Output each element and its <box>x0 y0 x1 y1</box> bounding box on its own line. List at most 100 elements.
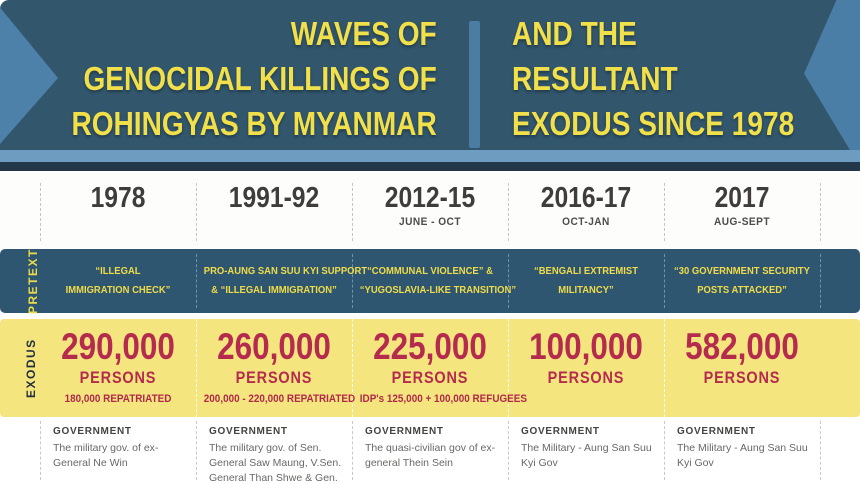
title-line: GENOCIDAL KILLINGS OF <box>83 60 437 97</box>
government-text: The Military - Aung San Suu Kyi Gov <box>521 442 652 469</box>
title-line: AND THE <box>512 15 637 52</box>
pretext-text: “YUGOSLAVIA-LIKE TRANSITION” <box>359 284 517 296</box>
pretext-cell: “COMMUNAL VIOLENCE” & “YUGOSLAVIA-LIKE T… <box>352 249 517 313</box>
pretext-cell: “ILLEGAL IMMIGRATION CHECK” <box>40 249 196 313</box>
government-heading: GOVERNMENT <box>677 426 756 437</box>
year-cell: 2016-17 OCT-JAN <box>508 171 664 249</box>
column-divider <box>664 319 665 417</box>
column-divider <box>664 421 665 480</box>
government-text: The military gov. of ex-General Ne Win <box>53 442 159 469</box>
title-line: WAVES OF <box>291 15 437 52</box>
column-divider <box>352 183 353 241</box>
column-divider <box>820 421 821 480</box>
pretext-text: “ILLEGAL <box>95 265 141 277</box>
exodus-note: IDP's 125,000 + 100,000 REFUGEES <box>359 393 527 405</box>
exodus-row: EXODUS 290,000 PERSONS 180,000 REPATRIAT… <box>0 319 860 417</box>
banner-edge-dark <box>0 162 860 171</box>
exodus-unit: PERSONS <box>391 368 469 387</box>
pretext-row: PRETEXT “ILLEGAL IMMIGRATION CHECK” PRO-… <box>0 248 860 314</box>
pretext-cell: “BENGALI EXTREMIST MILITANCY” <box>508 249 664 313</box>
exodus-number: 260,000 <box>217 326 331 367</box>
exodus-row-label: EXODUS <box>24 338 38 398</box>
year-label: 1991-92 <box>228 182 320 214</box>
title-divider-bar <box>469 21 480 148</box>
title-line: EXODUS SINCE 1978 <box>512 105 795 142</box>
column-divider <box>352 421 353 480</box>
government-heading: GOVERNMENT <box>53 426 132 437</box>
exodus-cell: 260,000 PERSONS 200,000 - 220,000 REPATR… <box>196 319 356 417</box>
year-cell: 1991-92 <box>196 171 352 249</box>
exodus-cell: 225,000 PERSONS IDP's 125,000 + 100,000 … <box>352 319 527 417</box>
column-divider <box>40 183 41 241</box>
year-period: OCT-JAN <box>562 216 610 228</box>
pretext-row-label: PRETEXT <box>26 248 40 314</box>
title-line: RESULTANT <box>512 60 678 97</box>
year-cell: 2017 AUG-SEPT <box>664 171 820 249</box>
year-label: 2012-15 <box>384 182 476 214</box>
year-period: AUG-SEPT <box>714 216 770 228</box>
column-divider <box>196 254 197 308</box>
government-row: GOVERNMENT The military gov. of ex-Gener… <box>0 417 860 484</box>
column-divider <box>664 254 665 308</box>
column-divider <box>664 183 665 241</box>
column-divider <box>352 254 353 308</box>
title-right: AND THE RESULTANT EXODUS SINCE 1978 <box>512 11 844 146</box>
exodus-note: 200,000 - 220,000 REPATRIATED <box>203 393 356 405</box>
exodus-number: 225,000 <box>373 326 487 367</box>
year-cell: 1978 <box>40 171 196 249</box>
government-heading: GOVERNMENT <box>521 426 600 437</box>
exodus-number: 582,000 <box>685 326 799 367</box>
column-divider <box>508 183 509 241</box>
column-divider <box>352 319 353 417</box>
column-divider <box>196 421 197 480</box>
exodus-unit: PERSONS <box>79 368 157 387</box>
government-text: The military gov. of Sen. General Saw Ma… <box>209 442 342 484</box>
pretext-text: POSTS ATTACKED” <box>697 284 787 296</box>
pretext-cell: “30 GOVERNMENT SECURITY POSTS ATTACKED” <box>664 249 820 313</box>
column-divider <box>196 183 197 241</box>
column-divider <box>40 421 41 480</box>
government-cell: GOVERNMENT The military gov. of Sen. Gen… <box>196 417 352 484</box>
year-label: 2016-17 <box>540 182 632 214</box>
banner-edge-light <box>0 150 860 162</box>
pretext-text: & “ILLEGAL IMMIGRATION” <box>211 284 337 296</box>
exodus-number: 290,000 <box>61 326 175 367</box>
exodus-note: 180,000 REPATRIATED <box>64 393 172 405</box>
pretext-text: IMMIGRATION CHECK” <box>65 284 171 296</box>
exodus-cell: 100,000 PERSONS <box>508 319 664 417</box>
government-cell: GOVERNMENT The quasi-civilian gov of ex-… <box>352 417 508 484</box>
title-left: WAVES OF GENOCIDAL KILLINGS OF ROHINGYAS… <box>7 11 437 146</box>
title-line: ROHINGYAS BY MYANMAR <box>71 105 437 142</box>
exodus-number: 100,000 <box>529 326 643 367</box>
pretext-text: MILITANCY” <box>558 284 614 296</box>
column-divider <box>820 254 821 308</box>
government-cell: GOVERNMENT The Military - Aung San Suu K… <box>508 417 664 484</box>
government-cell: GOVERNMENT The military gov. of ex-Gener… <box>40 417 196 484</box>
year-period: JUNE - OCT <box>399 216 461 228</box>
exodus-unit: PERSONS <box>703 368 781 387</box>
pretext-text: “30 GOVERNMENT SECURITY <box>673 265 810 277</box>
government-heading: GOVERNMENT <box>365 426 444 437</box>
government-heading: GOVERNMENT <box>209 426 288 437</box>
exodus-unit: PERSONS <box>235 368 313 387</box>
year-label: 2017 <box>714 182 770 214</box>
year-label: 1978 <box>90 182 146 214</box>
exodus-unit: PERSONS <box>547 368 625 387</box>
column-divider <box>508 421 509 480</box>
column-divider <box>508 319 509 417</box>
government-text: The quasi-civilian gov of ex-general The… <box>365 442 496 469</box>
pretext-text: PRO-AUNG SAN SUU KYI SUPPORT <box>203 265 368 277</box>
column-divider <box>196 319 197 417</box>
year-cell: 2012-15 JUNE - OCT <box>352 171 508 249</box>
exodus-cell: 582,000 PERSONS <box>664 319 820 417</box>
column-divider <box>508 254 509 308</box>
exodus-cell: 290,000 PERSONS 180,000 REPATRIATED <box>40 319 196 417</box>
government-cell: GOVERNMENT The Military - Aung San Suu K… <box>664 417 820 484</box>
column-divider <box>820 183 821 241</box>
pretext-cell: PRO-AUNG SAN SUU KYI SUPPORT & “ILLEGAL … <box>196 249 368 313</box>
pretext-text: “COMMUNAL VIOLENCE” & <box>367 265 493 277</box>
government-text: The Military - Aung San Suu Kyi Gov <box>677 442 808 469</box>
pretext-text: “BENGALI EXTREMIST <box>534 265 638 277</box>
years-row: 1978 1991-92 2012-15 JUNE - OCT 2016-17 … <box>0 171 860 249</box>
